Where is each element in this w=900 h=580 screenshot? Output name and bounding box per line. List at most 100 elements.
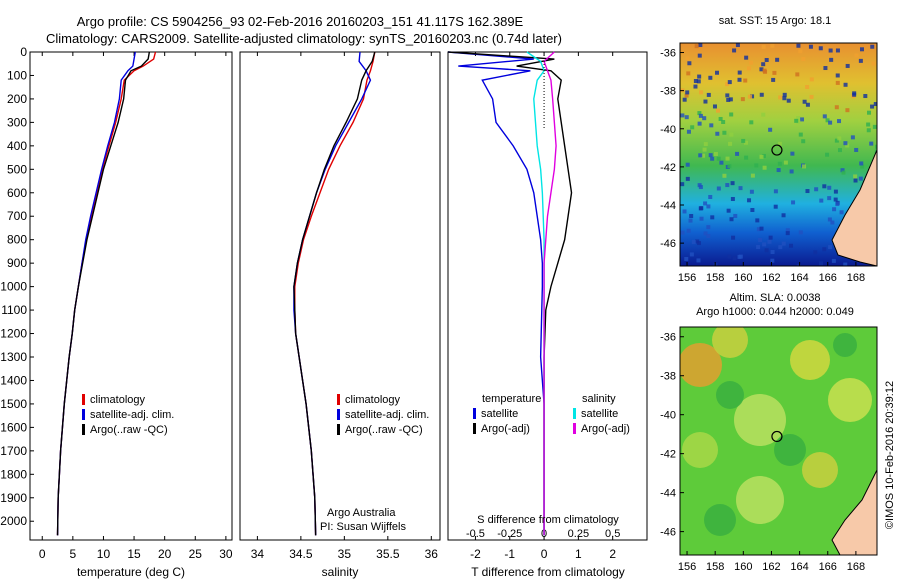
sst-pixel: [710, 156, 715, 161]
legend-swatch-s-satellite: [573, 408, 576, 419]
y-tick-label: 1900: [0, 491, 27, 505]
y-tick-label: 1400: [0, 373, 27, 387]
sst-pixel: [770, 249, 775, 254]
sst-pixel: [758, 237, 763, 242]
sst-pixel: [778, 245, 783, 250]
sst-pixel: [706, 233, 711, 238]
series-line-3: [543, 51, 557, 536]
y-tick-label: 700: [7, 209, 27, 223]
map-y-tick-label: -38: [660, 86, 676, 98]
argo-position-marker: [771, 430, 783, 443]
sst-pixel: [867, 110, 872, 115]
sst-pixel: [680, 113, 685, 118]
sst-pixel: [698, 43, 703, 48]
sst-pixel: [819, 261, 824, 266]
sst-pixel: [713, 151, 718, 156]
sst-pixel: [726, 208, 731, 213]
sst-pixel: [796, 119, 801, 124]
pi-label: PI: Susan Wijffels: [320, 521, 406, 533]
sst-pixel: [863, 94, 868, 99]
sst-map-title: sat. SST: 15 Argo: 18.1: [719, 15, 832, 27]
sst-pixel: [699, 90, 704, 95]
sst-pixel: [687, 61, 692, 66]
sst-pixel: [777, 141, 782, 146]
sst-pixel: [798, 132, 803, 137]
sst-pixel: [709, 123, 714, 128]
sst-pixel: [837, 136, 842, 141]
series-line-2: [56, 51, 151, 536]
y-tick-label: 200: [7, 92, 27, 106]
sst-pixel: [827, 217, 832, 222]
sst-pixel: [729, 132, 734, 137]
sst-pixel: [722, 173, 727, 178]
legend-swatch-satellite: [337, 409, 340, 420]
y-tick-label: 1500: [0, 397, 27, 411]
sst-pixel: [732, 48, 737, 53]
sla-texture: [680, 327, 872, 536]
y-tick-label: 600: [7, 186, 27, 200]
sst-pixel: [800, 117, 805, 122]
sst-pixel: [725, 183, 730, 188]
sst-pixel: [853, 174, 858, 179]
x-tick-label: 2: [609, 547, 616, 561]
legend-t-argo: Argo(-adj): [481, 423, 530, 435]
sst-pixel: [837, 119, 842, 124]
sst-pixel: [764, 57, 769, 62]
sst-pixel: [773, 204, 778, 209]
sst-pixel: [805, 102, 810, 107]
salinity-plot-frame: [239, 51, 441, 541]
sst-pixel: [684, 256, 689, 261]
sst-pixel: [798, 49, 803, 54]
sst-pixel: [828, 120, 833, 125]
sst-pixel: [832, 207, 837, 212]
temperature-xlabel: temperature (deg C): [77, 565, 185, 579]
sst-pixel: [785, 228, 790, 233]
x-tick-label: -2: [470, 547, 481, 561]
sst-pixel: [768, 127, 773, 132]
sst-pixel: [750, 208, 755, 213]
y-tick-label: 300: [7, 115, 27, 129]
sst-pixel: [785, 231, 790, 236]
sst-pixel: [747, 94, 752, 99]
map-y-tick-label: -46: [660, 527, 676, 539]
sst-pixel: [835, 73, 840, 78]
sst-pixel: [701, 153, 706, 158]
sst-pixel: [870, 44, 875, 49]
x-tick-label: 1: [575, 547, 582, 561]
x-tick-label: 0: [541, 547, 548, 561]
sst-pixel: [716, 186, 721, 191]
sla-anomaly-blob: [682, 432, 718, 468]
legend-swatch-argo: [82, 424, 85, 435]
legend-t-satellite: satellite: [481, 408, 518, 420]
sst-pixel: [729, 217, 734, 222]
sst-pixel: [801, 139, 806, 144]
sst-pixel: [828, 245, 833, 250]
sst-pixel: [728, 97, 733, 102]
sst-pixel: [828, 48, 833, 53]
sst-pixel: [825, 118, 830, 123]
map-y-tick-label: -40: [660, 410, 676, 422]
sst-pixel: [682, 97, 687, 102]
sst-pixel: [827, 196, 832, 201]
sst-pixel: [875, 144, 877, 149]
sst-pixel: [818, 46, 823, 51]
sst-pixel: [740, 97, 745, 102]
credit-timestamp: ©IMOS 10-Feb-2016 20:39:12: [884, 381, 896, 529]
sst-pixel: [743, 78, 748, 83]
sst-pixel: [768, 235, 773, 240]
salinity-panel: 34 34.5 35 35.5 36 salinity climatology sate…: [239, 51, 441, 579]
sst-pixel: [721, 119, 726, 124]
sst-pixel: [796, 116, 801, 121]
sst-pixel: [858, 58, 863, 63]
sst-pixel: [781, 241, 786, 246]
sst-pixel: [764, 248, 769, 253]
sst-pixel: [735, 151, 740, 156]
sst-pixel: [703, 231, 708, 236]
sst-pixel: [686, 228, 691, 233]
sst-pixel: [854, 147, 859, 152]
sst-pixel: [781, 213, 786, 218]
sst-pixel: [706, 204, 711, 209]
salinity-xlabel: salinity: [322, 565, 359, 579]
sst-pixel: [802, 99, 807, 104]
sst-pixel: [735, 43, 740, 48]
